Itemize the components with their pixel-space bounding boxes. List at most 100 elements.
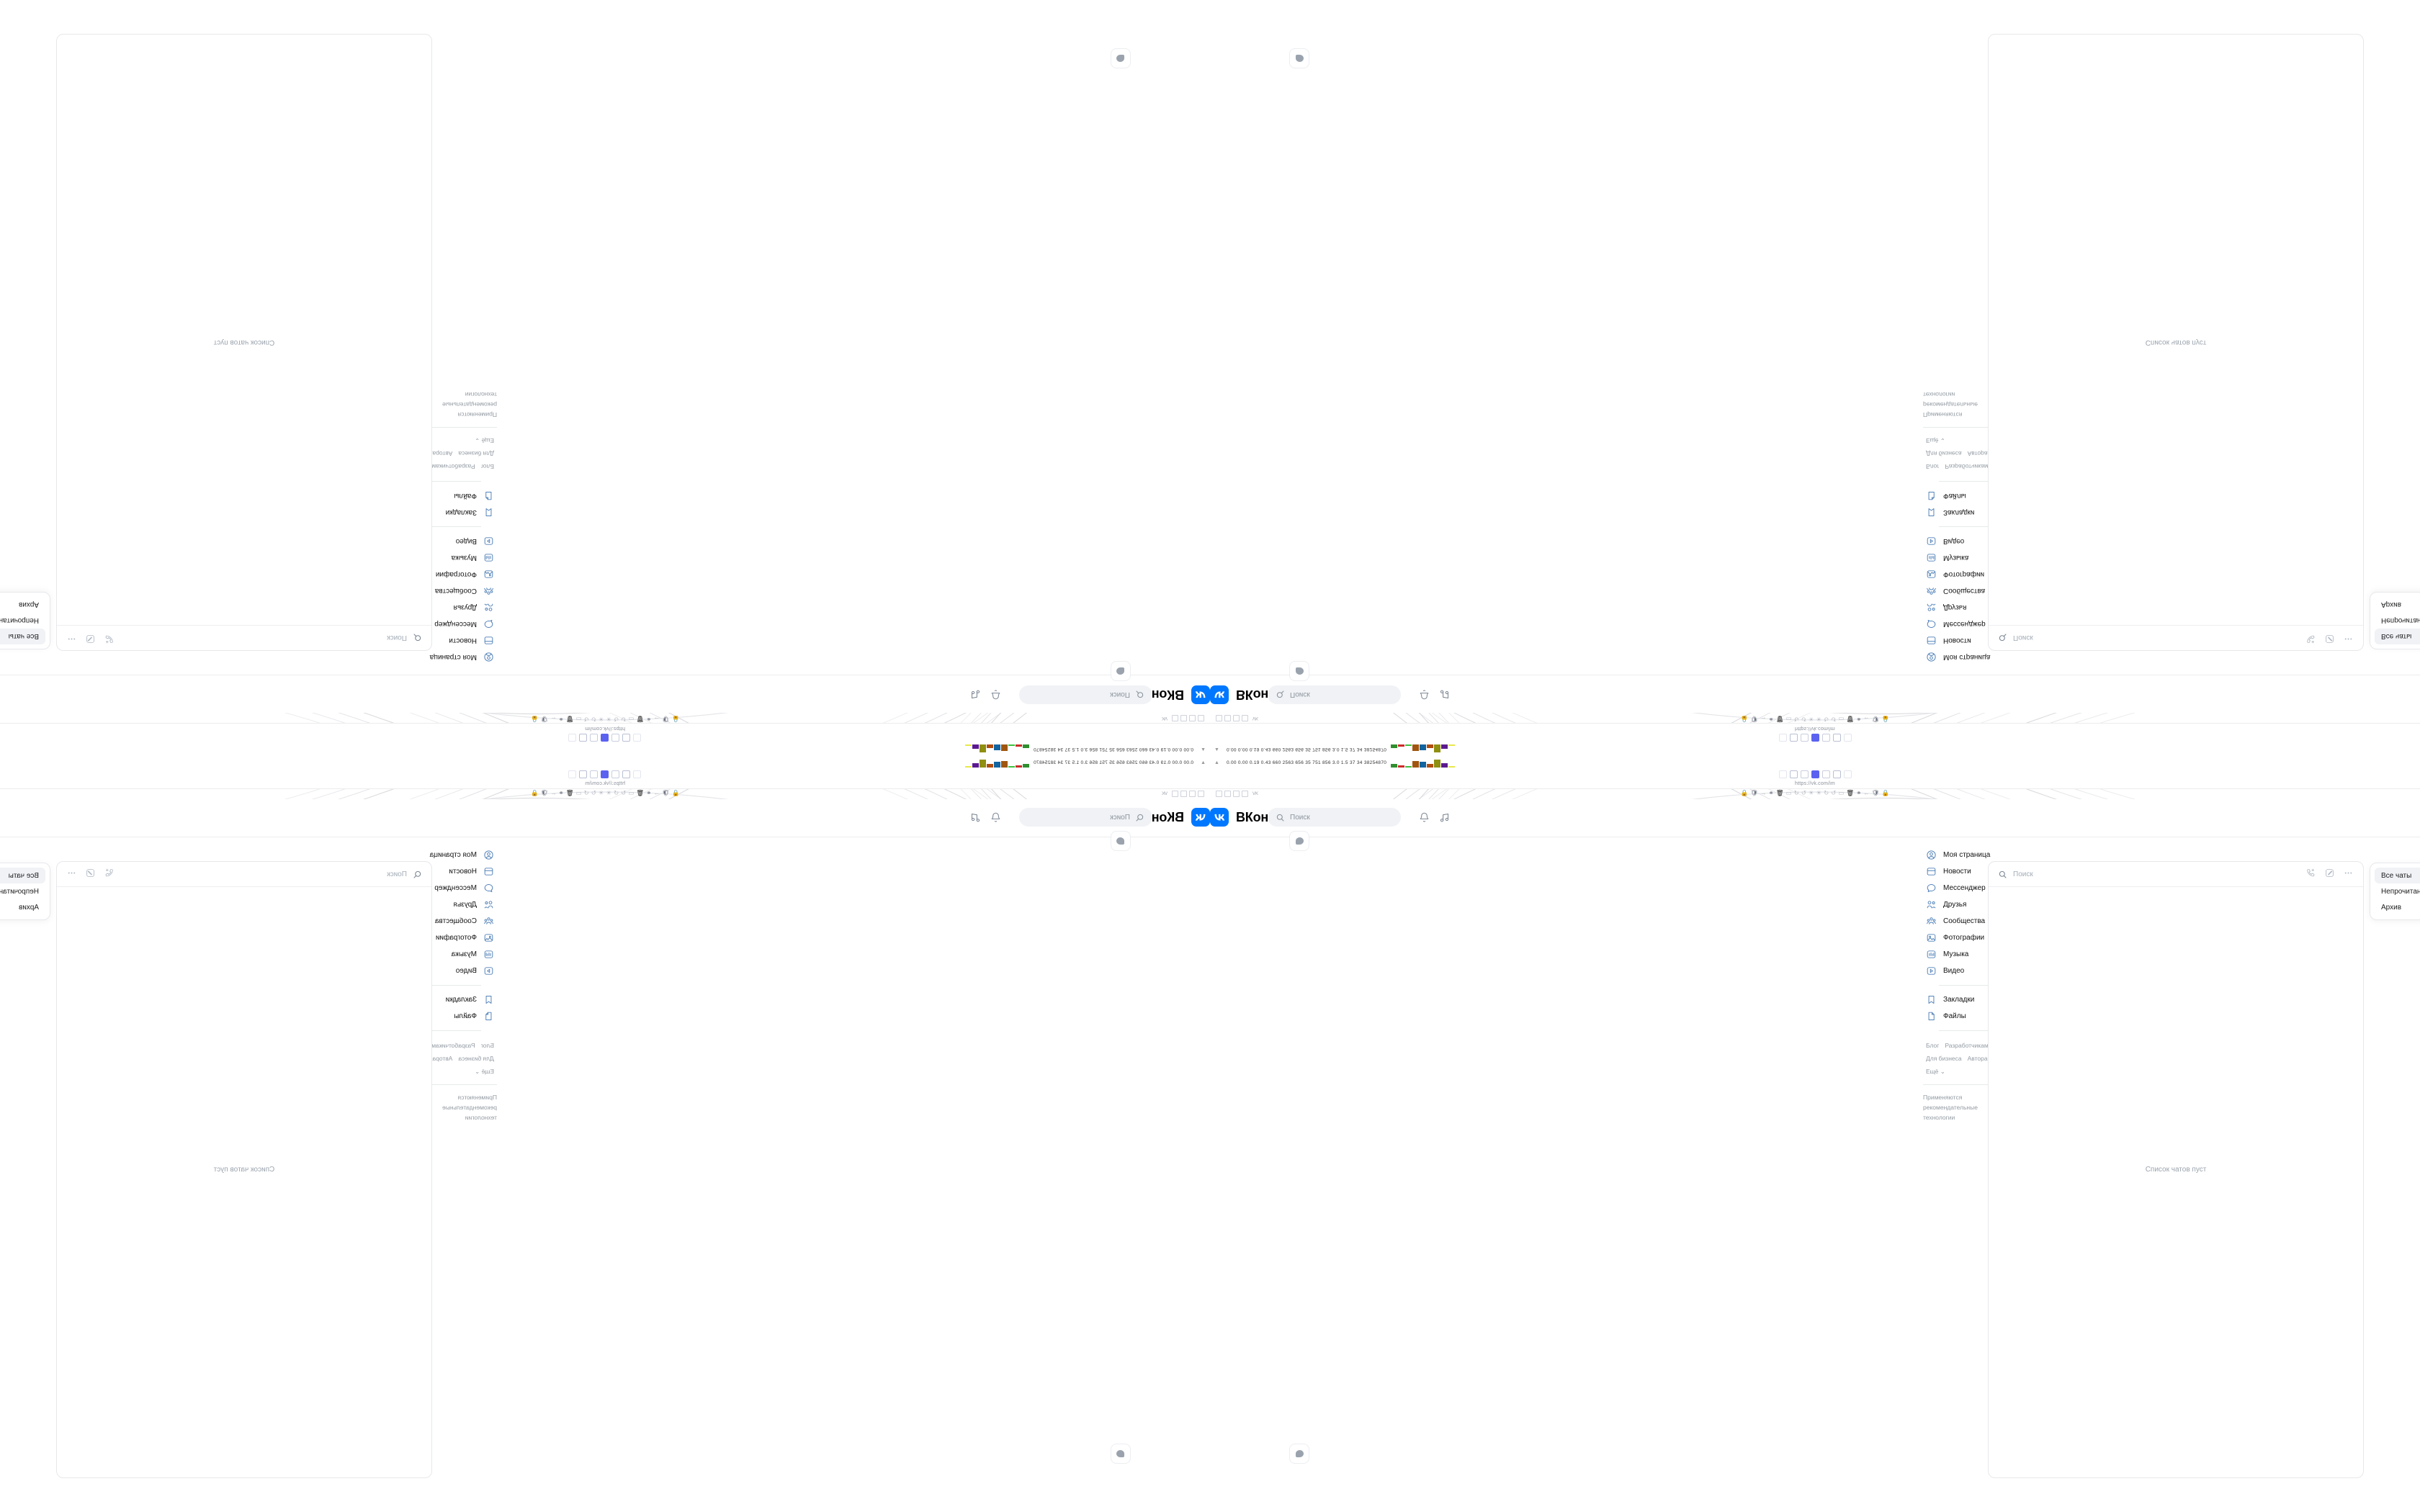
vk-page[interactable]: ВКонтакте Поиск [1210,0,2420,713]
back-arrow-icon[interactable]: ← [1863,716,1870,724]
global-search-input[interactable]: Поиск [1268,685,1401,704]
browser-mini-toolbar[interactable]: VK [1216,791,1258,797]
lock-icon[interactable]: 🔒 [1881,716,1890,724]
chat-filter-item-0[interactable]: Все чаты [2375,868,2420,883]
sidebar-item-0-primary[interactable]: Моя страница [396,649,497,665]
trash-icon[interactable]: 🗑 [565,788,574,796]
chat-filter-menu[interactable]: Все чаты Непрочитанные Архив [0,863,50,920]
reload-icon[interactable]: ↻ [591,716,596,724]
trash-icon[interactable]: 🗑 [1846,716,1855,724]
reload-icon[interactable]: ↺ [1831,716,1837,724]
shield-badge-icon[interactable]: ⚭ [646,716,652,724]
trash-icon[interactable]: 🗑 [1846,788,1855,796]
lock-icon[interactable]: 🔒 [671,716,680,724]
browser-toolbar[interactable]: 🔒 🛡 → ⚭ 🗑 ▭ ↻ ↺ ☀ ☀ ↻ ↺ ▭ 🗑 ⚭ ← 🛡 🔒 [0,788,1210,797]
footer-link-4[interactable]: Ещё ⌄ [1926,1068,1945,1075]
shield-icon[interactable]: 🛡 [540,716,549,724]
mini-icon-reload[interactable] [1180,791,1187,797]
tab-plain-1[interactable] [611,770,620,778]
shield-badge-icon[interactable]: ⚭ [558,716,564,724]
reload-icon[interactable]: ↻ [621,716,627,724]
chat-filter-menu[interactable]: Все чаты Непрочитанные Архив [0,592,50,649]
chat-filter-item-2[interactable]: Архив [18,903,39,912]
folder-icon[interactable]: ▭ [1838,788,1845,796]
mini-icon-home[interactable] [1172,715,1178,721]
globe-icon[interactable]: ☀ [1808,788,1814,796]
tab-plain-1[interactable] [1800,770,1809,778]
messenger-panel[interactable]: Поиск [1988,861,2364,1478]
chat-bubble-button-top[interactable] [1289,831,1309,851]
tab-pinned-2[interactable] [1832,770,1841,778]
chat-filter-item-0[interactable]: Все чаты [0,629,45,644]
vk-page[interactable]: ВКонтакте Поиск [0,0,1210,713]
chat-bubble-button-top[interactable] [1111,661,1131,681]
browser-toolbar[interactable]: 🔒 🛡 → ⚭ 🗑 ▭ ↻ ↺ ☀ ☀ ↻ ↺ ▭ 🗑 ⚭ ← 🛡 🔒 [1210,715,2420,724]
shield-icon[interactable]: 🛡 [1750,716,1759,724]
music-icon[interactable] [1439,812,1450,827]
lock-icon[interactable]: 🔒 [1881,788,1890,796]
mini-icon-home[interactable] [1242,715,1248,721]
footer-link-1[interactable]: Разработчикам [431,1042,475,1049]
reload-icon[interactable]: ↻ [1824,788,1829,796]
footer-link-2[interactable]: Для бизнеса [458,450,494,457]
browser-url-bar[interactable]: https://vk.com/im [1210,779,2420,789]
vk-page[interactable]: ВКонтакте Поиск [0,799,1210,1512]
chat-filter-item-1[interactable]: Непрочитанные [2381,616,2420,625]
chat-filter-item-2[interactable]: Архив [18,600,39,609]
global-search-input[interactable]: Поиск [1019,685,1152,704]
forward-arrow-icon[interactable]: → [653,788,660,796]
collapse-caret-icon[interactable]: ▲ [1214,747,1219,752]
footer-link-4[interactable]: Ещё ⌄ [475,437,494,444]
bell-icon[interactable] [1419,812,1430,827]
mini-icon-forward[interactable] [1189,791,1196,797]
lock-icon[interactable]: 🔒 [1740,716,1749,724]
chat-bubble-button-bottom[interactable] [1289,48,1309,68]
chat-filter-item-1[interactable]: Непрочитанные [0,887,39,896]
shield-icon[interactable]: 🛡 [661,716,670,724]
folder-icon[interactable]: ▭ [1838,716,1845,724]
shield-icon[interactable]: 🛡 [1871,716,1880,724]
chat-bubble-button-top[interactable] [1111,831,1131,851]
browser-tab-strip[interactable] [1210,733,2420,743]
footer-link-0[interactable]: Блог [1926,1042,1940,1049]
trash-icon[interactable]: 🗑 [1775,788,1784,796]
folder-icon[interactable]: ▭ [1785,716,1792,724]
tab-plain-2[interactable] [1821,734,1830,742]
globe-icon[interactable]: ☀ [606,716,612,724]
chat-bubble-button-bottom[interactable] [1289,1444,1309,1464]
chat-filter-item-0[interactable]: Все чаты [0,868,45,883]
chat-bubble-button-bottom[interactable] [1111,48,1131,68]
chat-bubble-button-bottom[interactable] [1111,1444,1131,1464]
chat-filter-item-2[interactable]: Архив [2381,903,2402,912]
quadrant-bottom-right[interactable]: ▲ 0.00 0.00 0.19 0.43 660 2563 656 35 75… [1210,756,2420,1512]
tab-active[interactable] [601,770,609,778]
music-icon[interactable] [970,812,981,827]
forward-arrow-icon[interactable]: → [1760,788,1767,796]
browser-mini-toolbar[interactable]: VK [1216,715,1258,721]
reload-icon[interactable]: ↺ [1801,788,1806,796]
globe-icon[interactable]: ☀ [598,716,604,724]
global-search-input[interactable]: Поиск [1019,808,1152,827]
browser-url-bar[interactable]: https://vk.com/im [1210,723,2420,733]
quadrant-bottom-left[interactable]: ▲ 0.00 0.00 0.19 0.43 660 2563 656 35 75… [0,756,1210,1512]
tab-plain-1[interactable] [611,734,620,742]
bell-icon[interactable] [990,812,1001,827]
lock-icon[interactable]: 🔒 [530,788,539,796]
browser-url-bar[interactable]: https://vk.com/im [0,779,1210,789]
music-icon[interactable] [1439,685,1450,700]
tab-ghost-left[interactable] [1778,770,1787,778]
tab-ghost-right[interactable] [1843,770,1852,778]
trash-icon[interactable]: 🗑 [636,788,645,796]
footer-link-0[interactable]: Блог [480,463,494,470]
lock-icon[interactable]: 🔒 [530,716,539,724]
mini-icon-back[interactable] [1216,715,1222,721]
tab-pinned-1[interactable] [622,734,631,742]
shield-badge-icon[interactable]: ⚭ [646,788,652,796]
browser-mini-toolbar[interactable]: VK [1162,791,1204,797]
mini-icon-home[interactable] [1242,791,1248,797]
vk-page[interactable]: ВКонтакте Поиск [1210,799,2420,1512]
lock-icon[interactable]: 🔒 [671,788,680,796]
globe-icon[interactable]: ☀ [1816,788,1822,796]
bell-icon[interactable] [1419,685,1430,700]
footer-link-0[interactable]: Блог [480,1042,494,1049]
